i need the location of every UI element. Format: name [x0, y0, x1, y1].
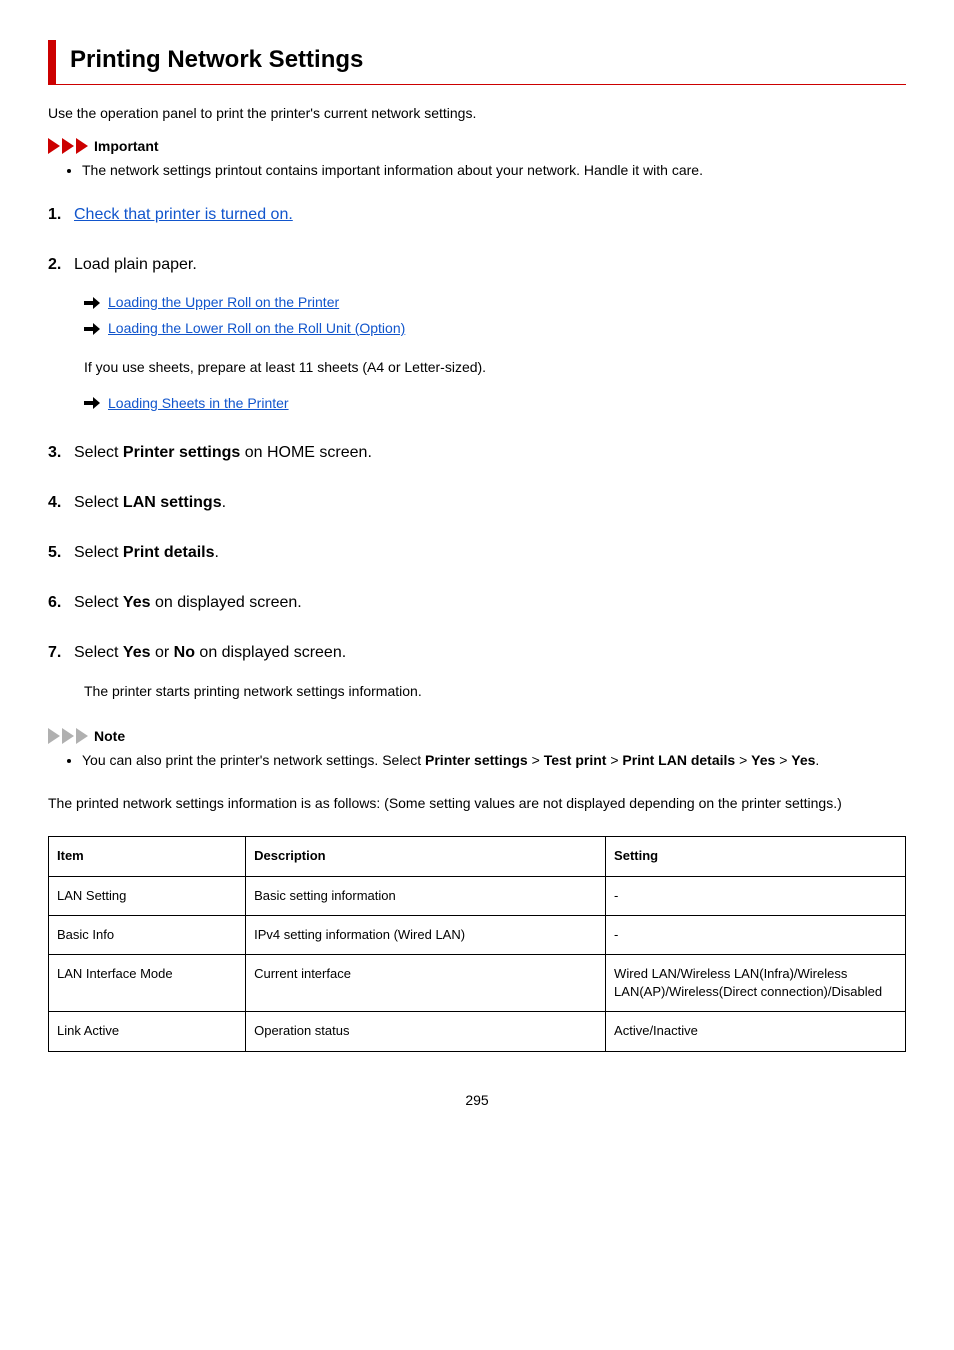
- page-number: 295: [48, 1092, 906, 1108]
- table-header: Description: [246, 837, 606, 876]
- arrow-icon: [84, 297, 100, 309]
- step-text: Select Print details.: [74, 541, 906, 565]
- step: Select Printer settings on HOME screen.: [48, 441, 906, 465]
- step-text: Select LAN settings.: [74, 491, 906, 515]
- table-cell: Operation status: [246, 1012, 606, 1051]
- table-cell: Basic Info: [49, 915, 246, 954]
- note-icon: [48, 728, 88, 744]
- step-text: Check that printer is turned on.: [74, 203, 906, 227]
- table-cell: -: [606, 876, 906, 915]
- step: Select Print details.: [48, 541, 906, 565]
- table-header: Item: [49, 837, 246, 876]
- important-list: The network settings printout contains i…: [48, 160, 906, 181]
- table-cell: IPv4 setting information (Wired LAN): [246, 915, 606, 954]
- table-header-row: Item Description Setting: [49, 837, 906, 876]
- table-row: LAN Interface ModeCurrent interfaceWired…: [49, 954, 906, 1011]
- title-bar: Printing Network Settings: [48, 40, 906, 85]
- note-label: Note: [94, 728, 125, 744]
- table-row: Link ActiveOperation statusActive/Inacti…: [49, 1012, 906, 1051]
- arrow-icon: [84, 397, 100, 409]
- note-item: You can also print the printer's network…: [82, 750, 906, 771]
- table-row: Basic InfoIPv4 setting information (Wire…: [49, 915, 906, 954]
- step-text: Select Printer settings on HOME screen.: [74, 441, 906, 465]
- intro-text: Use the operation panel to print the pri…: [48, 103, 906, 124]
- sub-link[interactable]: Loading the Upper Roll on the Printer: [108, 291, 339, 315]
- sub-link[interactable]: Loading the Lower Roll on the Roll Unit …: [108, 317, 405, 341]
- step-text: Select Yes or No on displayed screen.: [74, 641, 906, 665]
- table-cell: Basic setting information: [246, 876, 606, 915]
- step-note: If you use sheets, prepare at least 11 s…: [84, 357, 906, 378]
- table-cell: Active/Inactive: [606, 1012, 906, 1051]
- table-cell: Wired LAN/Wireless LAN(Infra)/Wireless L…: [606, 954, 906, 1011]
- important-icon: [48, 138, 88, 154]
- important-heading: Important: [48, 138, 906, 154]
- step-link[interactable]: Check that printer is turned on.: [74, 206, 293, 223]
- sub-links: Loading the Upper Roll on the PrinterLoa…: [84, 291, 906, 341]
- note-heading: Note: [48, 728, 906, 744]
- table-cell: LAN Setting: [49, 876, 246, 915]
- sub-link-row: Loading the Upper Roll on the Printer: [84, 291, 906, 315]
- note-list: You can also print the printer's network…: [48, 750, 906, 771]
- step: Select Yes or No on displayed screen. The…: [48, 641, 906, 702]
- steps-list: Check that printer is turned on. Load pla…: [48, 203, 906, 702]
- sub-link-row: Loading the Lower Roll on the Roll Unit …: [84, 317, 906, 341]
- table-cell: LAN Interface Mode: [49, 954, 246, 1011]
- after-steps-text: The printed network settings information…: [48, 793, 906, 814]
- important-item: The network settings printout contains i…: [82, 160, 906, 181]
- sub-link[interactable]: Loading Sheets in the Printer: [108, 392, 289, 416]
- sub-links: Loading Sheets in the Printer: [84, 392, 906, 416]
- table-row: LAN SettingBasic setting information-: [49, 876, 906, 915]
- table-header: Setting: [606, 837, 906, 876]
- step: Check that printer is turned on.: [48, 203, 906, 227]
- sub-link-row: Loading Sheets in the Printer: [84, 392, 906, 416]
- table-body: LAN SettingBasic setting information-Bas…: [49, 876, 906, 1051]
- step-tail: The printer starts printing network sett…: [84, 681, 906, 702]
- step: Load plain paper. Loading the Upper Roll …: [48, 253, 906, 415]
- arrow-icon: [84, 323, 100, 335]
- settings-table: Item Description Setting LAN SettingBasi…: [48, 836, 906, 1051]
- step: Select LAN settings.: [48, 491, 906, 515]
- table-cell: Link Active: [49, 1012, 246, 1051]
- step-text: Select Yes on displayed screen.: [74, 591, 906, 615]
- table-cell: -: [606, 915, 906, 954]
- table-cell: Current interface: [246, 954, 606, 1011]
- important-label: Important: [94, 138, 159, 154]
- step-text: Load plain paper.: [74, 253, 906, 277]
- page-title: Printing Network Settings: [70, 46, 892, 74]
- step: Select Yes on displayed screen.: [48, 591, 906, 615]
